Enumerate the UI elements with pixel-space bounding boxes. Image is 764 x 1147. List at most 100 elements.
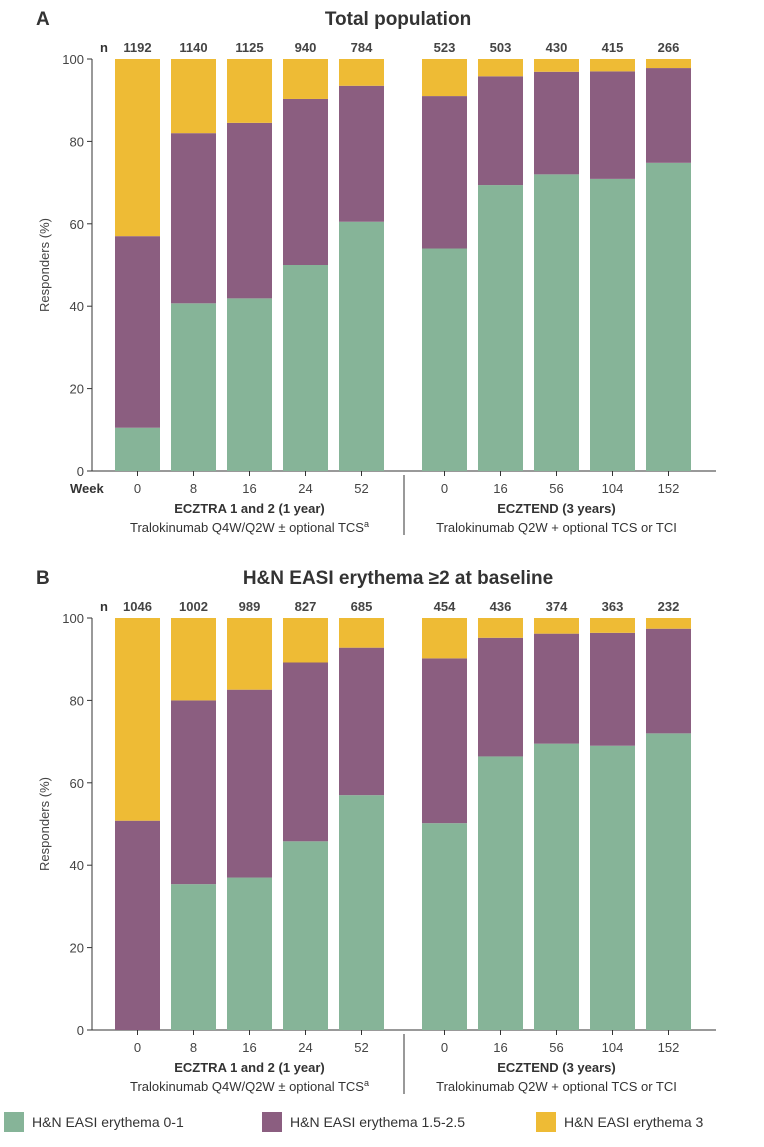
panel-b-group-label: ECZTEND (3 years) (497, 1060, 615, 1075)
panel-b-bar-erythema-0-1 (171, 884, 216, 1030)
panel-a-week-label: Week (70, 481, 104, 496)
panel-a-xtick-label: 104 (602, 481, 624, 496)
panel-b-n-label: n (100, 599, 108, 614)
panel-a-bar-erythema-1-5-2-5 (339, 85, 384, 222)
legend-label-erythema-0-1: H&N EASI erythema 0-1 (32, 1114, 184, 1130)
panel-a-bar-erythema-3 (478, 59, 523, 77)
panel-a-ytick-label: 40 (70, 299, 84, 314)
panel-a-bar-erythema-3 (339, 59, 384, 86)
panel-a-n-value: 1125 (235, 40, 263, 55)
panel-a-ylabel: Responders (%) (37, 218, 52, 312)
panel-a-bar-erythema-0-1 (534, 174, 579, 472)
legend-swatch-erythema-0-1 (4, 1112, 24, 1132)
panel-b-n-value: 1002 (179, 599, 208, 614)
panel-a-bar-erythema-0-1 (478, 185, 523, 471)
panel-b-bar-erythema-3 (478, 618, 523, 638)
legend-swatch-erythema-3 (536, 1112, 556, 1132)
panel-a-xtick-label: 16 (493, 481, 507, 496)
panel-b-bar-erythema-0-1 (534, 743, 579, 1030)
panel-b-bar-erythema-1-5-2-5 (422, 658, 467, 824)
panel-b-bar-erythema-0-1 (646, 733, 691, 1030)
panel-a-bar-erythema-0-1 (339, 221, 384, 471)
panel-b-bar-erythema-0-1 (422, 823, 467, 1030)
panel-a-bar-erythema-1-5-2-5 (534, 71, 579, 175)
panel-b-n-value: 1046 (123, 599, 152, 614)
panel-b-n-value: 989 (239, 599, 261, 614)
panel-b-xtick-label: 152 (658, 1040, 680, 1055)
panel-a-bar-erythema-0-1 (422, 248, 467, 471)
panel-b-ytick-label: 60 (70, 776, 84, 791)
panel-b-bar-erythema-1-5-2-5 (283, 662, 328, 842)
panel-a-n-value: 266 (658, 40, 680, 55)
panel-a-bar-erythema-1-5-2-5 (590, 71, 635, 179)
panel-a-bar-erythema-3 (534, 59, 579, 72)
panel-a-xtick-label: 0 (441, 481, 448, 496)
panel-b-bar-erythema-3 (339, 618, 384, 648)
panel-a-bar-erythema-0-1 (283, 265, 328, 471)
panel-b-xtick-label: 56 (549, 1040, 563, 1055)
panel-a-n-value: 784 (351, 40, 373, 55)
panel-b-n-value: 454 (434, 599, 456, 614)
panel-b-ytick-label: 40 (70, 858, 84, 873)
panel-a-bar-erythema-3 (171, 59, 216, 134)
panel-b-bar-erythema-3 (590, 618, 635, 633)
panel-b-bar-erythema-1-5-2-5 (171, 700, 216, 885)
panel-b-bar-erythema-1-5-2-5 (646, 628, 691, 734)
panel-a-bar-erythema-0-1 (171, 303, 216, 471)
panel-a-bar-erythema-1-5-2-5 (422, 96, 467, 249)
panel-b-xtick-label: 52 (354, 1040, 368, 1055)
panel-a-xtick-label: 24 (298, 481, 312, 496)
panel-b-letter: B (36, 568, 50, 589)
panel-a-n-value: 430 (546, 40, 568, 55)
panel-a-bar-erythema-3 (227, 59, 272, 123)
panel-b-xtick-label: 16 (242, 1040, 256, 1055)
panel-b-bar-erythema-0-1 (283, 841, 328, 1030)
panel-a-xtick-label: 16 (242, 481, 256, 496)
panel-a-ytick-label: 80 (70, 134, 84, 149)
panel-a-ytick-label: 60 (70, 217, 84, 232)
panel-a-bar-erythema-3 (283, 59, 328, 99)
panel-b-xtick-label: 8 (190, 1040, 197, 1055)
panel-a-group-label: ECZTEND (3 years) (497, 501, 615, 516)
panel-a-bar-erythema-3 (115, 59, 160, 237)
panel-a-xtick-label: 8 (190, 481, 197, 496)
panel-a-xtick-label: 56 (549, 481, 563, 496)
legend-label-erythema-1-5-2-5: H&N EASI erythema 1.5-2.5 (290, 1114, 465, 1130)
panel-b-bar-erythema-0-1 (478, 756, 523, 1030)
panel-a-bar-erythema-0-1 (646, 162, 691, 471)
panel-a-letter: A (36, 9, 50, 30)
panel-a-bar-erythema-1-5-2-5 (646, 68, 691, 163)
panel-a-group-sublabel: Tralokinumab Q4W/Q2W ± optional TCSa (130, 519, 369, 535)
panel-a-n-value: 940 (295, 40, 317, 55)
panel-a-group-sublabel: Tralokinumab Q2W + optional TCS or TCI (436, 520, 677, 535)
panel-b-plot: 0 20 40 60 80 100 n 1046 0 1002 8 989 16 827 24 685 52 EC… (62, 599, 716, 1094)
panel-b-xtick-label: 16 (493, 1040, 507, 1055)
panel-b-ytick-label: 100 (62, 611, 84, 626)
panel-b-bar-erythema-3 (646, 618, 691, 629)
panel-b-group-sublabel: Tralokinumab Q4W/Q2W ± optional TCSa (130, 1078, 369, 1094)
panel-b-n-value: 363 (602, 599, 624, 614)
panel-b-xtick-label: 104 (602, 1040, 624, 1055)
panel-a-ytick-label: 20 (70, 382, 84, 397)
panel-b-bar-erythema-1-5-2-5 (115, 820, 160, 1030)
panel-b-ytick-label: 0 (77, 1023, 84, 1038)
legend-swatch-erythema-1-5-2-5 (262, 1112, 282, 1132)
panel-a-xtick-label: 152 (658, 481, 680, 496)
panel-b-n-value: 232 (658, 599, 680, 614)
panel-b-group-label: ECZTRA 1 and 2 (1 year) (174, 1060, 325, 1075)
panel-a-bar-erythema-3 (422, 59, 467, 97)
panel-b-ylabel: Responders (%) (37, 777, 52, 871)
panel-b-n-value: 436 (490, 599, 512, 614)
legend-label-erythema-3: H&N EASI erythema 3 (564, 1114, 703, 1130)
panel-a-n-value: 503 (490, 40, 512, 55)
panel-a-bar-erythema-0-1 (590, 178, 635, 471)
panel-a-xtick-label: 0 (134, 481, 141, 496)
panel-b-bar-erythema-3 (422, 618, 467, 659)
panel-a-plot: 0 20 40 60 80 100 n Week 1192 0 1140 8 1125 16 940 24 78… (62, 40, 716, 535)
panel-b-bar-erythema-3 (534, 618, 579, 634)
panel-a-bar-erythema-0-1 (115, 427, 160, 471)
panel-b-bar-erythema-1-5-2-5 (590, 632, 635, 746)
panel-a-ytick-label: 100 (62, 52, 84, 67)
panel-a-title: Total population (325, 9, 471, 30)
